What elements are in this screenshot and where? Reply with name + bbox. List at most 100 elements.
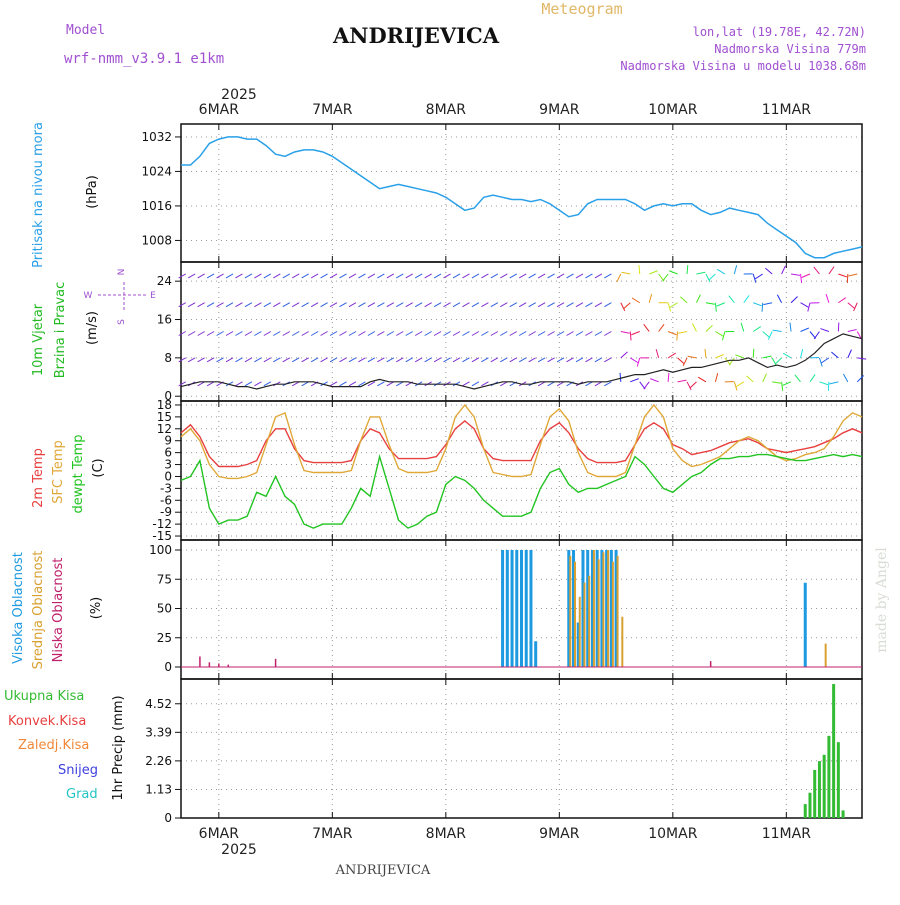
wind-barb <box>425 332 432 336</box>
precip-bar <box>823 755 826 818</box>
wind-barb <box>444 274 451 278</box>
precip-label-freezing: Zaledj.Kisa <box>18 738 89 753</box>
wind-barb <box>630 358 638 363</box>
wind-barb <box>620 373 621 382</box>
wind-barb <box>617 274 621 282</box>
wind-barb <box>670 303 678 308</box>
y-tick-label: 75 <box>157 572 172 586</box>
wind-barb <box>819 382 828 385</box>
wind-barb <box>358 303 365 307</box>
wind-barb <box>472 382 479 386</box>
wind-barb <box>500 358 507 362</box>
wind-barb <box>687 265 688 274</box>
wind-barb <box>765 268 772 274</box>
wind-barb <box>377 332 384 336</box>
wind-barb <box>791 274 800 275</box>
wind-barb <box>254 303 261 307</box>
wind-barb <box>843 374 847 382</box>
wind-barb <box>226 358 233 362</box>
wind-barb <box>235 274 242 278</box>
low-cloud-bar <box>209 662 211 667</box>
wind-barb <box>368 303 375 307</box>
elevation-label: Nadmorska Visina 779m <box>714 42 866 56</box>
wind-barb <box>472 274 479 278</box>
wind-barb <box>677 332 678 341</box>
wind-barb <box>254 274 261 278</box>
wind-barb <box>683 358 687 366</box>
wind-barb <box>444 332 451 336</box>
wind-barb <box>576 274 583 278</box>
wind-barb <box>795 375 801 382</box>
wind-barb <box>668 373 669 382</box>
station-title: ANDRIJEVICA <box>332 23 500 48</box>
top-day-label: 11MAR <box>762 102 811 118</box>
wind-barb <box>604 274 611 278</box>
wind-barb <box>715 332 723 337</box>
temp-label-dewpt: dewpt Temp <box>71 434 86 513</box>
high-cloud-bar <box>525 550 528 667</box>
wind-barb <box>585 358 592 362</box>
wind-barb <box>621 352 628 358</box>
lonlat-label: lon,lat (19.78E, 42.72N) <box>693 25 866 39</box>
wind-barb <box>245 382 252 386</box>
wind-barb <box>519 274 526 278</box>
wind-barb <box>567 358 574 362</box>
wind-barb <box>621 332 630 334</box>
wind-barb <box>585 274 592 278</box>
wind-barb <box>830 382 839 384</box>
wind-barb <box>801 303 809 308</box>
wind-barb <box>273 332 280 336</box>
wind-barb <box>264 332 271 336</box>
wind-barb <box>302 382 309 386</box>
low-cloud-bar <box>199 656 201 667</box>
wind-barb <box>755 274 763 279</box>
footer-station: ANDRIJEVICA <box>335 863 431 878</box>
wind-barb <box>810 374 815 381</box>
wind-barb <box>763 332 770 338</box>
y-tick-label: 0 <box>164 660 172 674</box>
wind-barb <box>690 382 697 388</box>
wind-barb <box>198 358 205 362</box>
panel-frame <box>181 401 862 540</box>
wind-barb <box>387 332 394 336</box>
high-cloud-bar <box>506 550 509 667</box>
wind-barb <box>340 274 347 278</box>
wind-barb <box>254 332 261 336</box>
wind-barb <box>782 266 786 274</box>
wind-barb <box>311 358 318 362</box>
y-tick-label: 25 <box>157 631 172 645</box>
wind-barb <box>715 373 717 382</box>
credit-watermark: made by Angel <box>874 547 890 653</box>
wind-barb <box>235 382 242 386</box>
wind-barb <box>729 358 734 365</box>
wind-barb <box>510 274 517 278</box>
wind-barb <box>548 382 555 386</box>
bottom-day-label: 6MAR <box>199 826 240 842</box>
wind-barb <box>264 303 271 307</box>
precip-bar <box>827 736 830 818</box>
wind-barb <box>709 274 716 280</box>
wind-barb <box>472 303 479 307</box>
wind-barb <box>302 358 309 362</box>
wind-label-1: 10m Vjetar <box>31 303 46 376</box>
wind-barb <box>415 332 422 336</box>
wind-barb <box>292 332 299 336</box>
high-cloud-bar <box>515 550 518 667</box>
wind-barb <box>741 323 744 332</box>
wind-barb <box>302 303 309 307</box>
wind-barb <box>510 358 517 362</box>
bottom-year-label: 2025 <box>221 842 257 858</box>
wind-barb <box>632 298 640 303</box>
compass-west: W <box>84 291 93 301</box>
wind-barb <box>264 274 271 278</box>
precip-bar <box>837 742 840 818</box>
wind-barb <box>557 303 564 307</box>
wind-barb <box>396 332 403 336</box>
temp-label-sfc: SFC Temp <box>51 440 66 504</box>
wind-barb <box>529 303 536 307</box>
wind-barb <box>698 377 706 382</box>
wind-barb <box>753 349 754 358</box>
